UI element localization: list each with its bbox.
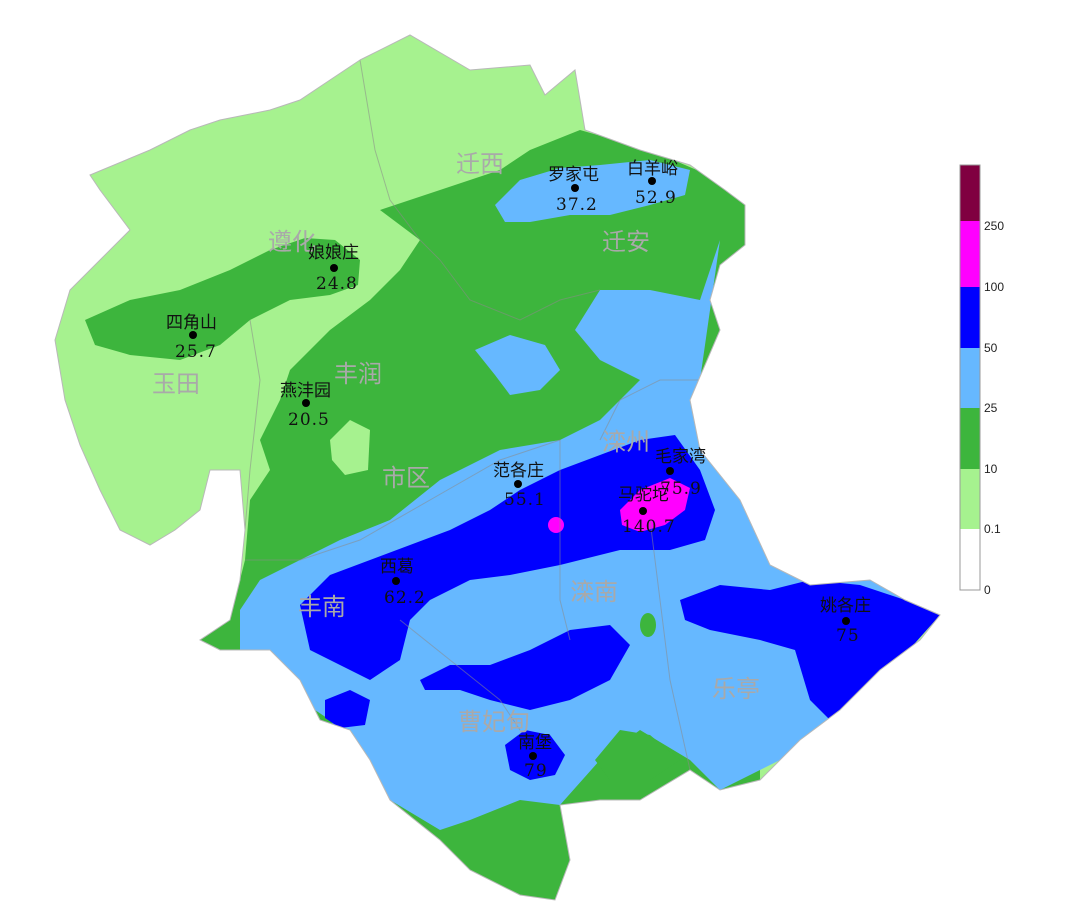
county-label-luanzhou: 滦州 <box>602 428 650 456</box>
legend-tick-0-1: 0.1 <box>984 522 1001 536</box>
station-niangniangzhuang: 娘娘庄 24.8 <box>308 243 359 294</box>
station-name: 姚各庄 <box>820 596 871 616</box>
station-name: 范各庄 <box>493 461 544 481</box>
station-value: 20.5 <box>288 410 330 430</box>
blue-zone-east <box>680 580 940 720</box>
station-yanfengyuan: 燕沣园 20.5 <box>280 381 331 430</box>
green-island-south <box>595 730 680 780</box>
legend-tick-250: 250 <box>984 219 1004 233</box>
station-name: 四角山 <box>166 313 217 333</box>
station-dot <box>514 480 522 488</box>
station-name: 南堡 <box>518 733 552 753</box>
legend-swatch-50 <box>960 287 980 348</box>
green-island-small <box>640 613 656 637</box>
station-value: 75 <box>836 626 860 646</box>
county-label-zunhua: 遵化 <box>268 228 316 256</box>
legend-swatch-250 <box>960 165 980 221</box>
station-dot <box>842 617 850 625</box>
legend-tick-10: 10 <box>984 462 998 476</box>
station-dot <box>571 184 579 192</box>
legend-swatch-0 <box>960 529 980 590</box>
station-value: 37.2 <box>556 195 598 215</box>
county-labels: 迁西 遵化 迁安 玉田 丰润 市区 滦州 丰南 滦南 曹妃甸 乐亭 <box>152 150 760 736</box>
station-value: 55.1 <box>504 490 546 510</box>
legend: 250 100 50 25 10 0.1 0 <box>959 164 1004 597</box>
blue-zone-middle <box>420 625 630 710</box>
station-value: 52.9 <box>635 188 677 208</box>
station-sijiaoshan: 四角山 25.7 <box>166 313 217 362</box>
station-dot <box>648 177 656 185</box>
legend-tick-100: 100 <box>984 280 1004 294</box>
legend-tick-0: 0 <box>984 583 991 597</box>
station-baiyangyu: 白羊峪 52.9 <box>627 159 678 208</box>
station-maojiawan: 毛家湾 75.9 <box>655 447 706 499</box>
county-label-laoting: 乐亭 <box>712 675 760 703</box>
station-value: 25.7 <box>175 342 217 362</box>
station-dot <box>302 399 310 407</box>
station-value: 62.2 <box>384 588 426 608</box>
magenta-zone <box>620 478 690 532</box>
legend-swatch-0-1 <box>960 469 980 529</box>
light-blue-top <box>495 160 690 222</box>
county-label-luannan: 滦南 <box>570 578 618 606</box>
station-name: 西葛 <box>380 557 414 577</box>
station-dot <box>666 467 674 475</box>
county-label-yutian: 玉田 <box>152 370 200 398</box>
station-dot <box>529 752 537 760</box>
station-name: 马驼坨 <box>618 485 669 505</box>
station-madaotuo: 马驼坨 140.7 <box>618 485 676 537</box>
station-name: 娘娘庄 <box>308 243 359 263</box>
legend-swatch-10 <box>960 408 980 469</box>
station-dot <box>330 264 338 272</box>
magenta-spot <box>548 517 564 533</box>
station-value: 140.7 <box>622 517 676 537</box>
county-label-caofeidian: 曹妃甸 <box>458 708 530 736</box>
legend-tick-25: 25 <box>984 401 998 415</box>
station-name: 毛家湾 <box>655 447 706 467</box>
station-dot <box>639 507 647 515</box>
station-xige: 西葛 62.2 <box>380 557 426 608</box>
county-label-shiqu: 市区 <box>382 464 430 492</box>
legend-tick-50: 50 <box>984 341 998 355</box>
station-name: 白羊峪 <box>627 159 678 179</box>
blue-zone-southwest <box>325 690 370 728</box>
station-dot <box>189 331 197 339</box>
legend-frame <box>959 164 981 591</box>
county-label-qianan: 迁安 <box>602 228 650 256</box>
station-nanpu: 南堡 79 <box>518 733 552 781</box>
stations: 罗家屯 37.2 白羊峪 52.9 娘娘庄 24.8 四角山 25.7 燕沣园 … <box>166 159 871 781</box>
station-yaogezhuang: 姚各庄 75 <box>820 596 871 646</box>
station-name: 罗家屯 <box>548 165 599 185</box>
light-blue-island <box>475 335 560 395</box>
station-fangezhuang: 范各庄 55.1 <box>493 461 546 510</box>
station-value: 79 <box>524 761 548 781</box>
light-green-cutout <box>330 420 370 475</box>
station-value: 24.8 <box>316 274 358 294</box>
station-luojiatun: 罗家屯 37.2 <box>548 165 599 215</box>
green-zone-zunhua <box>85 238 360 360</box>
station-dot <box>392 577 400 585</box>
station-name: 燕沣园 <box>280 381 331 401</box>
county-label-fengrun: 丰润 <box>334 360 382 388</box>
county-label-fengnan: 丰南 <box>298 593 346 621</box>
station-value: 75.9 <box>660 479 702 499</box>
county-label-qianxi: 迁西 <box>456 150 504 178</box>
blue-zone-north <box>300 435 715 680</box>
legend-swatch-25 <box>960 348 980 408</box>
legend-swatch-100 <box>960 221 980 287</box>
